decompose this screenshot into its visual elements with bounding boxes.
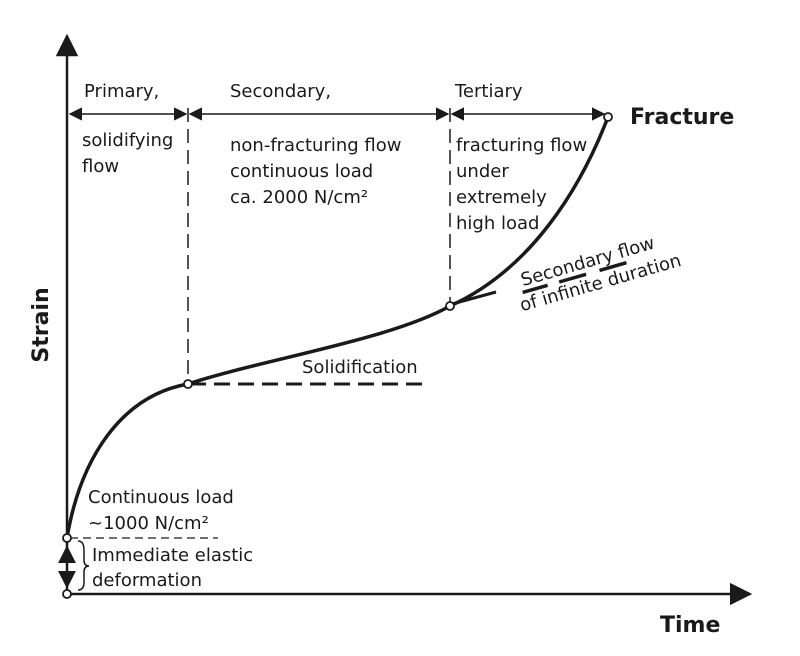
elastic-brace <box>77 540 90 591</box>
tertiary-desc-line: extremely <box>456 187 547 208</box>
secondary-flow-dash <box>522 283 549 295</box>
primary-title: Primary, <box>84 81 159 102</box>
elastic-deformation-line: Immediate elastic <box>92 545 253 566</box>
continuous-load-line: ~1000 N/cm² <box>88 513 209 534</box>
secondary-end-marker <box>445 301 455 311</box>
secondary-desc-line: continuous load <box>230 161 373 182</box>
creep-curve <box>65 116 610 539</box>
primary-desc-line: flow <box>82 156 119 177</box>
primary-desc-line: solidifying <box>82 130 173 151</box>
secondary-desc-line: non-fracturing flow <box>230 135 401 156</box>
tertiary-desc-line: fracturing flow <box>456 135 587 156</box>
origin-marker <box>62 589 72 599</box>
continuous-load-line: Continuous load <box>88 487 234 508</box>
secondary-flow-dash <box>599 261 627 273</box>
tertiary-desc-line: under <box>456 161 509 182</box>
x-axis-label: Time <box>660 613 720 638</box>
tertiary-title: Tertiary <box>454 81 523 102</box>
secondary-desc-line: ca. 2000 N/cm² <box>230 187 368 208</box>
solidification-label: Solidification <box>302 357 418 378</box>
secondary-flow-tangent <box>451 290 497 306</box>
fracture-marker <box>603 112 613 122</box>
y-axis-label: Strain <box>29 287 54 362</box>
fracture-label: Fracture <box>630 105 734 130</box>
primary-end-marker <box>183 379 193 389</box>
secondary-flow-dash <box>558 272 587 284</box>
secondary-title: Secondary, <box>230 81 331 102</box>
tertiary-desc-line: high load <box>456 213 539 234</box>
load-point-marker <box>62 533 72 543</box>
elastic-deformation-line: deformation <box>92 570 202 591</box>
